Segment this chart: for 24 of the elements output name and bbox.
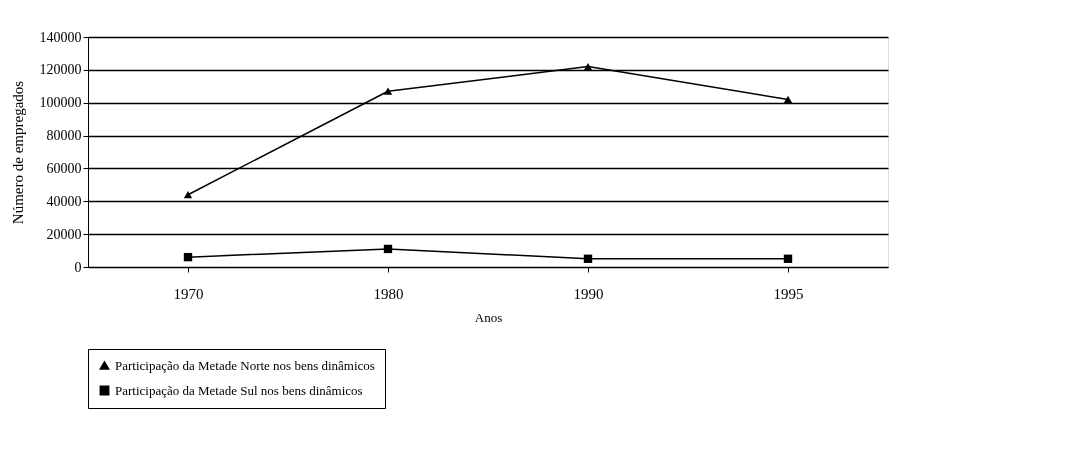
x-tick-label: 1990 — [573, 285, 604, 302]
y-tick-label: 120000 — [39, 62, 82, 78]
x-axis-title: Anos — [474, 309, 503, 325]
x-tick-label: 1980 — [373, 285, 404, 302]
y-tick-label: 0 — [74, 259, 82, 275]
y-tick-label: 60000 — [46, 160, 82, 176]
x-tick-label: 1970 — [173, 285, 204, 302]
point — [383, 87, 393, 95]
x-tick-label: 1995 — [773, 285, 804, 302]
y-tick-label: 40000 — [46, 193, 82, 209]
point — [183, 252, 193, 262]
y-tick-label: 140000 — [39, 29, 82, 45]
legend-label: Participação da Metade Norte nos bens dinâmicos — [115, 357, 375, 373]
point — [783, 95, 793, 104]
legend-label: Participação da Metade Sul nos bens dinâmicos — [115, 382, 363, 398]
y-tick-label: 100000 — [39, 95, 82, 111]
point — [783, 254, 793, 263]
point — [583, 254, 593, 263]
point — [583, 62, 593, 71]
y-tick-label: 80000 — [46, 128, 82, 144]
y-tick-label: 20000 — [46, 226, 82, 242]
point — [383, 244, 393, 254]
y-axis-title: Número de empregados — [9, 80, 26, 225]
point — [183, 191, 193, 199]
